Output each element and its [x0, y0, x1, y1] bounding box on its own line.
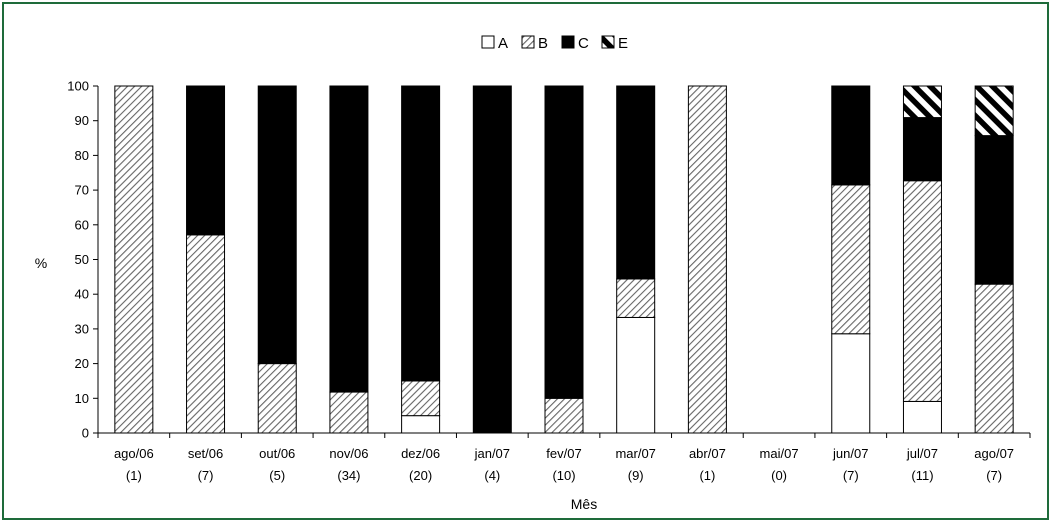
x-tick-count: (11) — [911, 468, 933, 483]
y-tick-label: 20 — [75, 356, 89, 371]
bar-segment-C — [329, 85, 369, 393]
x-tick-label: abr/07 — [689, 446, 726, 461]
bar-segment-B — [616, 278, 656, 318]
x-tick-count: (5) — [269, 468, 285, 483]
bar-segment-C — [902, 117, 942, 182]
x-tick-count: (1) — [699, 468, 715, 483]
bar-segment-B — [114, 85, 154, 434]
legend-swatch-B — [521, 35, 535, 49]
x-tick-label: jun/07 — [832, 446, 868, 461]
y-tick-label: 60 — [75, 217, 89, 232]
x-axis: ago/06 (1) set/06 (7) out/06 (5) nov/06 (34) dez… — [97, 432, 1031, 483]
x-tick-label: dez/06 — [401, 446, 440, 461]
bar-segment-C — [257, 85, 297, 365]
y-tick-label: 50 — [75, 252, 89, 267]
x-tick-count: (9) — [628, 468, 644, 483]
x-tick-label: jul/07 — [906, 446, 938, 461]
x-tick-label: mar/07 — [615, 446, 655, 461]
x-tick-count: (10) — [552, 468, 575, 483]
bar-segment-C — [544, 85, 584, 399]
y-tick-label: 10 — [75, 391, 89, 406]
legend-swatch-A — [481, 35, 495, 49]
bar-segment-C — [401, 85, 441, 382]
bars — [114, 85, 1014, 434]
legend-swatch-E — [601, 35, 615, 49]
x-tick-count: (7) — [843, 468, 859, 483]
bar-segment-B — [401, 380, 441, 417]
y-axis-label: % — [35, 255, 47, 271]
bar-segment-E — [974, 85, 1014, 137]
bar-segment-A — [831, 333, 871, 434]
x-axis-label: Mês — [571, 496, 597, 512]
x-tick-count: (7) — [198, 468, 214, 483]
bar-segment-C — [186, 85, 226, 236]
x-tick-label: jan/07 — [474, 446, 510, 461]
x-tick-label: set/06 — [188, 446, 223, 461]
y-tick-label: 0 — [82, 426, 89, 441]
y-tick-label: 100 — [67, 79, 89, 94]
x-tick-count: (20) — [409, 468, 432, 483]
x-tick-count: (7) — [986, 468, 1002, 483]
bar-segment-B — [974, 283, 1014, 434]
x-tick-count: (4) — [484, 468, 500, 483]
legend-label-E: E — [618, 35, 628, 52]
y-tick-label: 90 — [75, 113, 89, 128]
bar-segment-B — [687, 85, 727, 434]
bar-segment-B — [544, 397, 584, 434]
bar-segment-A — [401, 415, 441, 434]
bar-segment-E — [902, 85, 942, 119]
bar-segment-B — [186, 234, 226, 434]
stacked-bar-chart: A B C E 0 10 20 30 40 50 60 70 80 90 100 ago/06 (1) set… — [35, 35, 1031, 512]
x-tick-label: ago/06 — [114, 446, 154, 461]
bar-segment-C — [831, 85, 871, 186]
x-tick-label: fev/07 — [546, 446, 581, 461]
bar-segment-A — [616, 316, 656, 434]
legend-swatch-C — [561, 35, 575, 49]
bar-segment-B — [831, 184, 871, 335]
y-tick-label: 30 — [75, 321, 89, 336]
legend-label-B: B — [538, 35, 548, 52]
bar-segment-B — [902, 180, 942, 402]
bar-segment-B — [329, 391, 369, 434]
y-axis: 0 10 20 30 40 50 60 70 80 90 100 — [67, 79, 99, 441]
x-tick-label: out/06 — [259, 446, 295, 461]
legend-label-C: C — [578, 35, 589, 52]
bar-segment-C — [472, 85, 512, 434]
y-tick-label: 80 — [75, 148, 89, 163]
bar-segment-C — [974, 135, 1014, 285]
x-tick-label: nov/06 — [329, 446, 368, 461]
bar-segment-A — [902, 400, 942, 434]
y-tick-label: 40 — [75, 287, 89, 302]
y-tick-label: 70 — [75, 183, 89, 198]
x-tick-count: (1) — [126, 468, 142, 483]
bar-segment-B — [257, 363, 297, 434]
x-tick-count: (34) — [337, 468, 360, 483]
x-tick-count: (0) — [771, 468, 787, 483]
x-tick-label: mai/07 — [760, 446, 799, 461]
legend-label-A: A — [498, 35, 508, 52]
x-tick-label: ago/07 — [974, 446, 1014, 461]
bar-segment-C — [616, 85, 656, 280]
